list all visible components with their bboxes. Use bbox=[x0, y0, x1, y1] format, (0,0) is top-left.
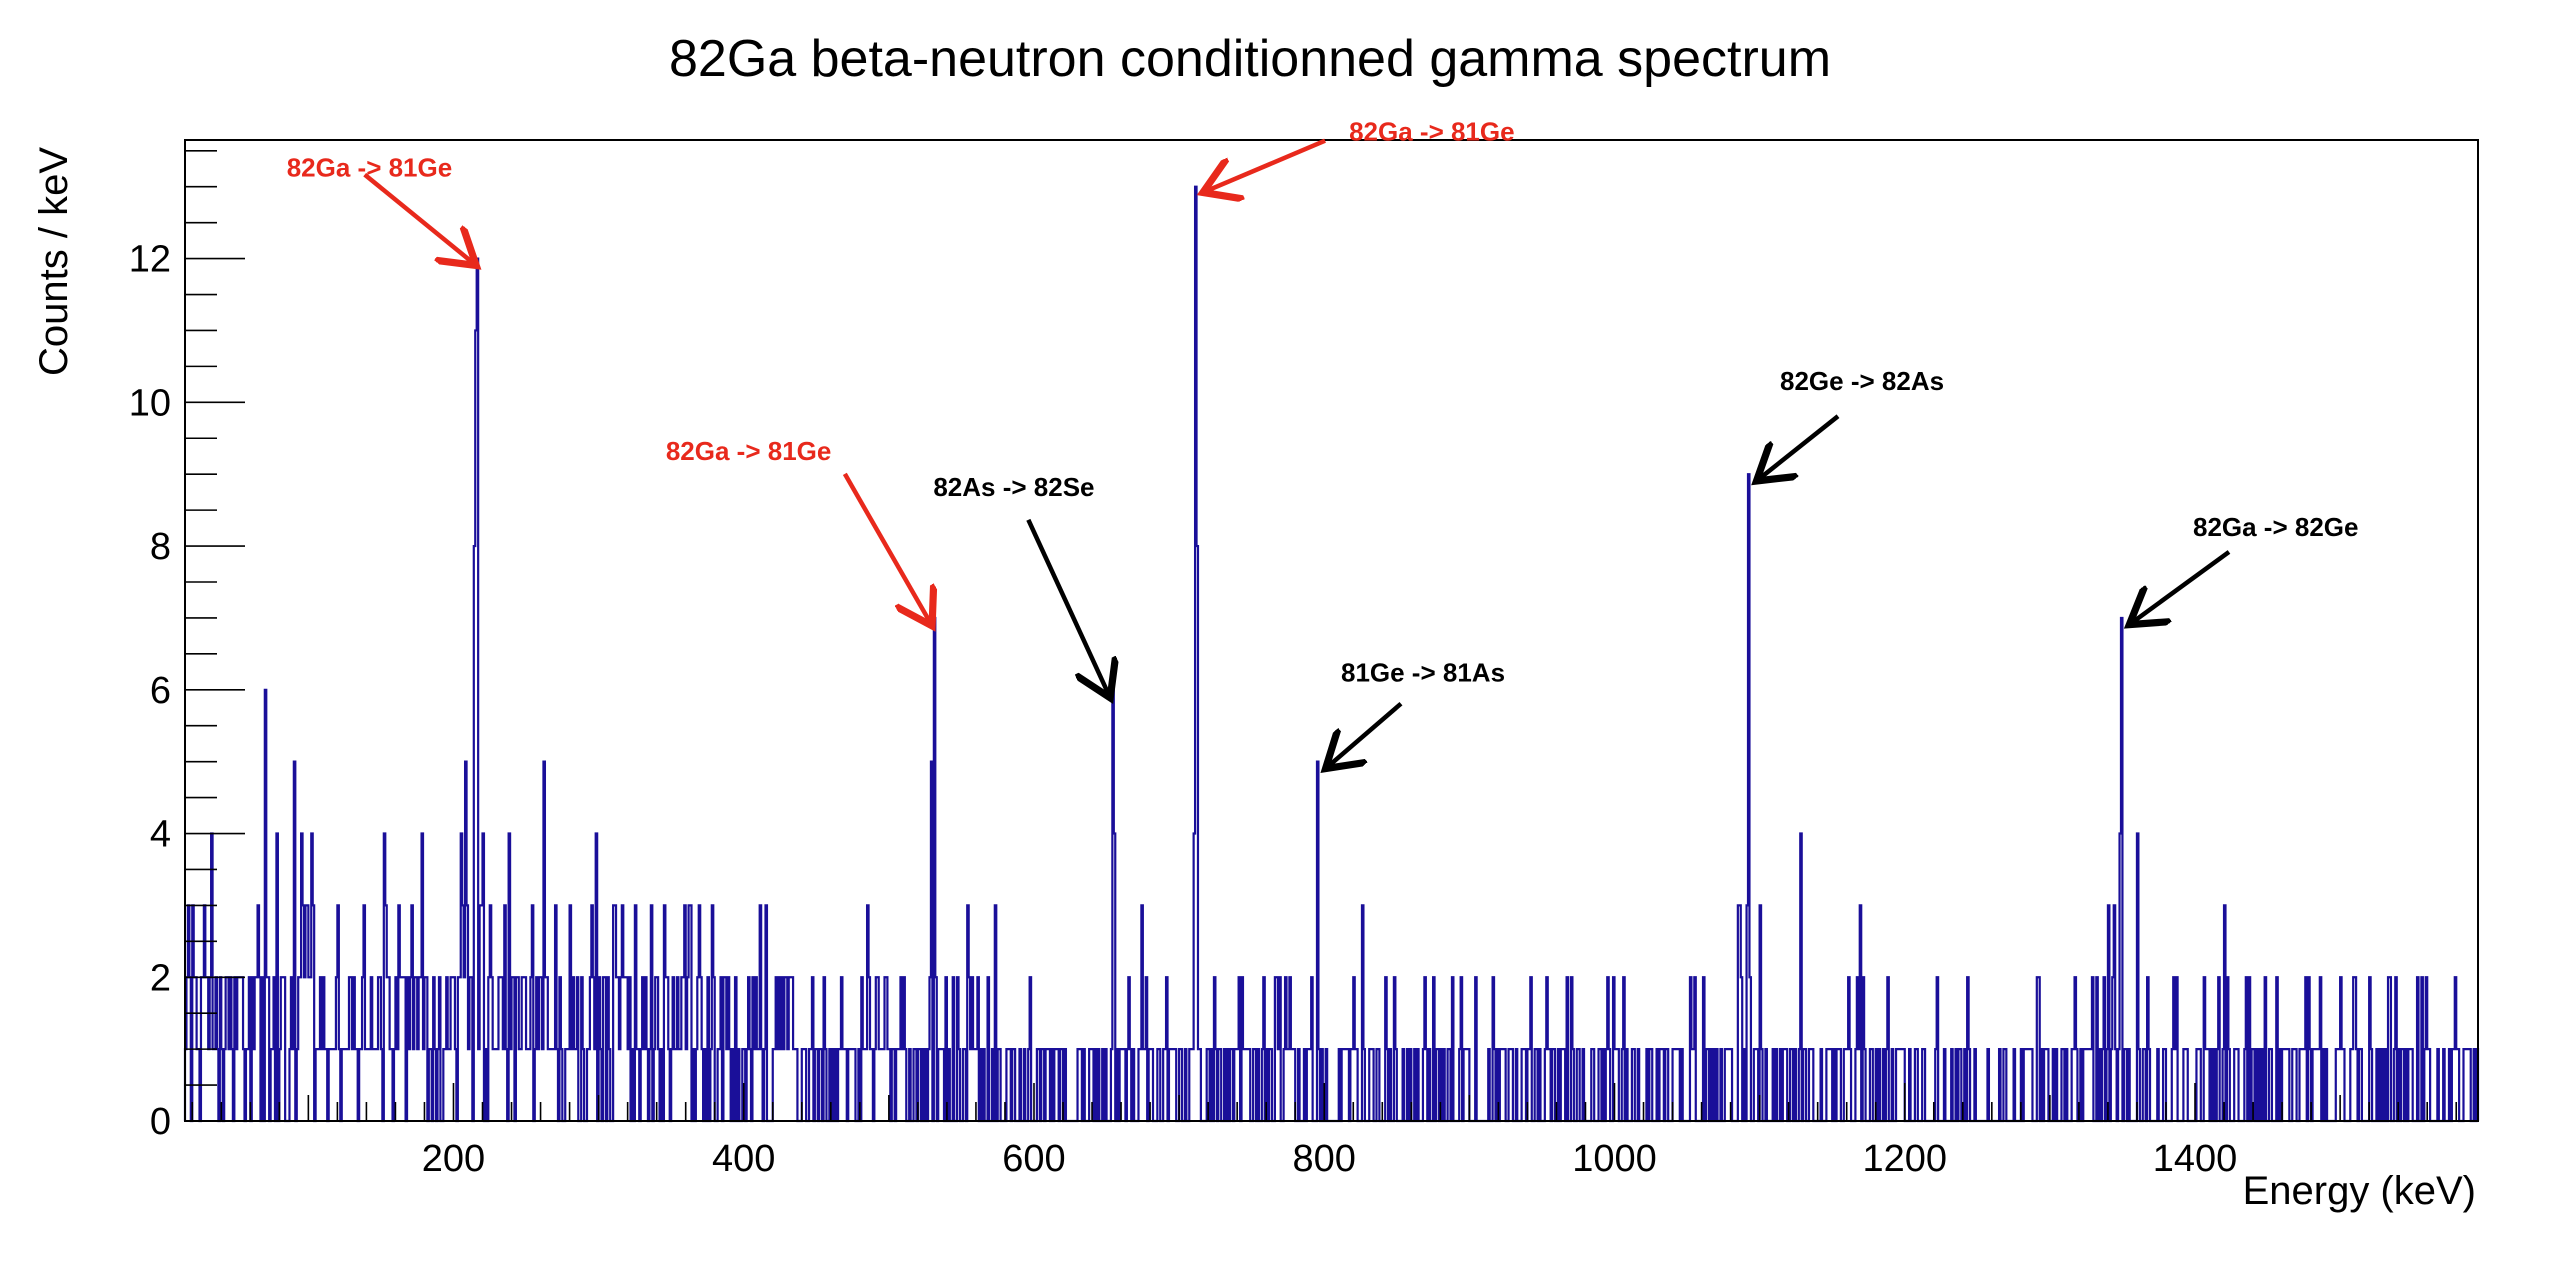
y-tick-label: 8 bbox=[150, 526, 171, 568]
annotation-arrow bbox=[1207, 138, 1326, 191]
y-axis-label: Counts / keV bbox=[32, 147, 76, 376]
histogram-series bbox=[183, 185, 2480, 1123]
x-tick-label: 1400 bbox=[2153, 1138, 2238, 1180]
annotation-label: 82Ge -> 82As bbox=[1780, 366, 1944, 396]
x-tick-label: 1200 bbox=[1862, 1138, 1947, 1180]
peak-annotations: 82Ga -> 81Ge 82Ga -> 81Ge 82As -> 82Se 82Ga… bbox=[287, 117, 2359, 766]
y-tick-label: 4 bbox=[150, 814, 171, 856]
annotation-label: 82Ga -> 82Ge bbox=[2193, 512, 2359, 542]
annotation-arrow bbox=[1329, 701, 1403, 766]
annotation-arrow bbox=[842, 472, 930, 622]
annotation-arrow bbox=[363, 172, 473, 263]
x-tick-label: 400 bbox=[712, 1138, 775, 1180]
plot-frame bbox=[184, 139, 2479, 1122]
annotation-label: 82As -> 82Se bbox=[933, 472, 1094, 502]
y-tick-label: 12 bbox=[129, 239, 171, 281]
annotation-label: 82Ga -> 81Ge bbox=[666, 436, 832, 466]
x-tick-label: 800 bbox=[1293, 1138, 1356, 1180]
x-axis: 200 400 600 800 1000 1200 1400 bbox=[191, 1083, 2458, 1180]
x-axis-label: Energy (keV) bbox=[2243, 1169, 2476, 1213]
x-tick-label: 200 bbox=[422, 1138, 485, 1180]
histogram-line bbox=[183, 185, 2480, 1123]
y-tick-label: 6 bbox=[150, 670, 171, 712]
y-tick-label: 0 bbox=[150, 1101, 171, 1143]
annotation-label: 82Ga -> 81Ge bbox=[1349, 117, 1515, 147]
x-tick-label: 1000 bbox=[1572, 1138, 1657, 1180]
y-axis: 0 2 4 6 8 10 12 bbox=[129, 149, 245, 1143]
annotation-arrow bbox=[1760, 414, 1840, 478]
chart-title: 82Ga beta-neutron conditionned gamma spe… bbox=[669, 30, 1831, 88]
x-tick-label: 600 bbox=[1002, 1138, 1065, 1180]
annotation-arrow bbox=[1026, 518, 1108, 694]
annotation-arrow bbox=[2133, 550, 2231, 622]
y-tick-label: 2 bbox=[150, 957, 171, 999]
y-tick-label: 10 bbox=[129, 382, 171, 424]
annotation-label: 81Ge -> 81As bbox=[1341, 658, 1505, 688]
annotation-label: 82Ga -> 81Ge bbox=[287, 153, 453, 183]
